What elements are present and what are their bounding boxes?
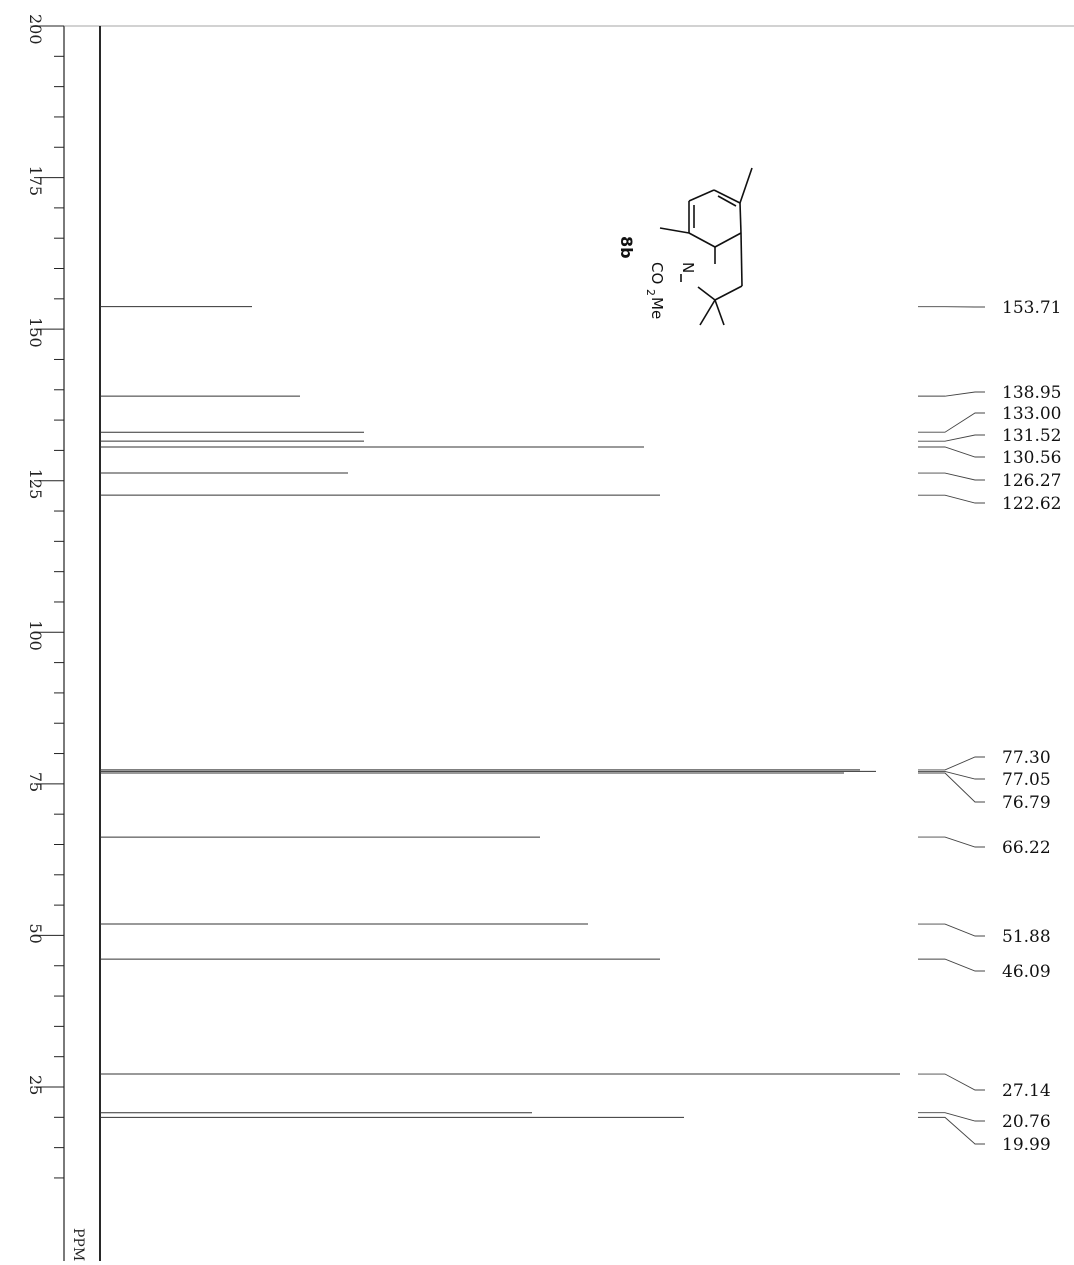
peak-label: 66.22 xyxy=(1002,838,1051,858)
tick-label: 125 xyxy=(26,469,45,500)
compound-structure xyxy=(660,168,752,325)
structure-label-co: CO xyxy=(648,262,666,284)
structure-label-n: N xyxy=(679,262,697,273)
tick-label: 25 xyxy=(26,1075,45,1095)
peak-connector xyxy=(918,447,985,457)
peak-label: 131.52 xyxy=(1002,426,1061,446)
peak-connector xyxy=(918,495,985,503)
peak-connector xyxy=(918,473,985,480)
x-axis-label: PPM xyxy=(70,1228,86,1261)
structure-bond xyxy=(740,203,741,233)
peak-label: 77.05 xyxy=(1002,770,1051,790)
peak-connector xyxy=(918,1113,985,1121)
peak-label: 126.27 xyxy=(1002,471,1061,491)
structure-bond xyxy=(741,233,742,286)
structure-bond xyxy=(715,286,742,300)
peak-connector xyxy=(918,435,985,441)
peak-lines xyxy=(100,307,900,1118)
structure-bond xyxy=(689,233,715,247)
structure-bond xyxy=(660,228,689,233)
peak-connector xyxy=(918,959,985,971)
peak-label: 46.09 xyxy=(1002,962,1051,982)
compound-label: 8b xyxy=(617,236,636,259)
structure-bond xyxy=(700,300,715,325)
structure-bond xyxy=(698,287,715,300)
tick-label: 50 xyxy=(26,923,45,943)
tick-label: 75 xyxy=(26,772,45,792)
peak-label: 27.14 xyxy=(1002,1081,1051,1101)
peak-connector xyxy=(918,757,985,770)
structure-bond xyxy=(689,190,714,201)
structure-bond xyxy=(740,168,752,203)
peak-connector xyxy=(918,413,985,432)
peak-label: 77.30 xyxy=(1002,748,1051,768)
peak-label: 153.71 xyxy=(1002,298,1061,318)
peak-connector xyxy=(918,392,985,396)
peak-label: 133.00 xyxy=(1002,404,1061,424)
tick-label: 200 xyxy=(26,14,45,45)
peak-label: 76.79 xyxy=(1002,793,1051,813)
peak-label: 20.76 xyxy=(1002,1112,1051,1132)
peak-label: 51.88 xyxy=(1002,927,1051,947)
tick-label: 175 xyxy=(26,166,45,197)
peak-label: 122.62 xyxy=(1002,494,1061,514)
peak-connector xyxy=(918,773,985,802)
peak-label: 19.99 xyxy=(1002,1135,1051,1155)
peak-label: 138.95 xyxy=(1002,383,1061,403)
peak-connector xyxy=(918,924,985,936)
structure-label-subscript: 2 xyxy=(644,289,657,296)
peak-connector xyxy=(918,1074,985,1090)
structure-bond xyxy=(718,196,736,206)
structure-bond xyxy=(715,233,741,247)
peak-label: 130.56 xyxy=(1002,448,1061,468)
structure-label-me: Me xyxy=(648,297,666,319)
peak-connector xyxy=(918,837,985,847)
tick-label: 100 xyxy=(26,620,45,651)
structure-bond xyxy=(715,300,724,325)
tick-label: 150 xyxy=(26,317,45,348)
